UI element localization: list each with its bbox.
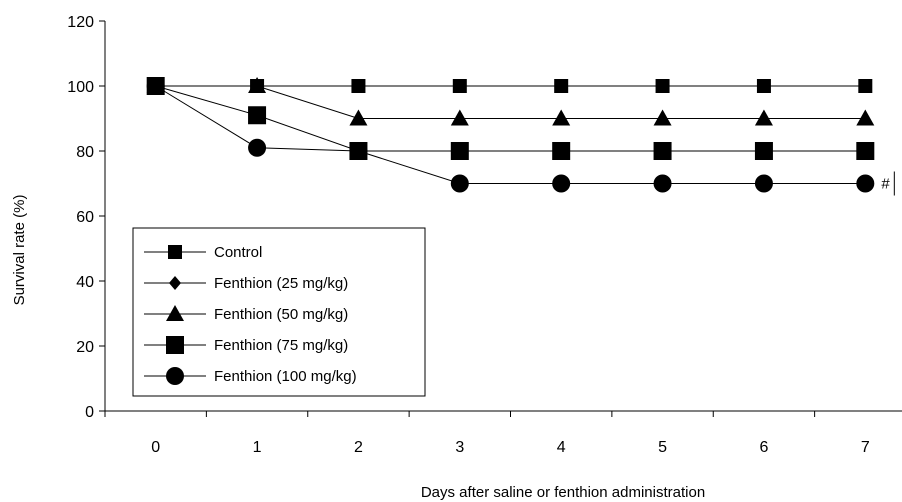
data-point xyxy=(552,142,571,160)
x-tick-label: 5 xyxy=(658,439,667,456)
legend-item: Fenthion (25 mg/kg) xyxy=(144,275,348,292)
legend-item: Fenthion (50 mg/kg) xyxy=(144,305,348,323)
series-line xyxy=(155,85,866,119)
data-point xyxy=(552,174,571,193)
data-point xyxy=(653,142,672,160)
data-point xyxy=(653,109,672,126)
y-tick-label: 40 xyxy=(76,274,94,291)
data-point xyxy=(856,142,875,160)
legend-label: Fenthion (25 mg/kg) xyxy=(214,275,348,292)
significance-mark: # xyxy=(881,176,890,193)
y-axis-title: Survival rate (%) xyxy=(11,195,28,306)
series-5 xyxy=(146,77,875,193)
x-tick-label: 3 xyxy=(455,439,464,456)
legend-label: Fenthion (100 mg/kg) xyxy=(214,368,357,385)
legend: Control Fenthion (25 mg/kg) Fenthion (50 m… xyxy=(132,227,426,397)
x-tick-label: 6 xyxy=(759,439,768,456)
data-point xyxy=(656,79,669,93)
data-point xyxy=(754,142,773,160)
legend-label: Control xyxy=(214,244,262,261)
legend-marker xyxy=(166,336,184,354)
data-point xyxy=(450,109,469,126)
data-point xyxy=(349,142,368,160)
y-tick-label: 60 xyxy=(76,209,94,226)
data-point xyxy=(352,79,365,93)
legend-label: Fenthion (75 mg/kg) xyxy=(214,337,348,354)
x-tick-label: 4 xyxy=(557,439,566,456)
legend-item: Fenthion (100 mg/kg) xyxy=(144,367,357,385)
annotation-layer: # xyxy=(881,171,895,196)
data-point xyxy=(453,79,466,93)
data-point xyxy=(754,109,773,126)
data-point xyxy=(450,174,469,193)
y-tick-label: 20 xyxy=(76,339,94,356)
axes: 0 20 40 60 80 100 120 0 1 2 3 4 5 6 7 xyxy=(67,14,902,456)
data-point xyxy=(248,138,267,157)
x-tick-label: 2 xyxy=(354,439,363,456)
legend-item: Control xyxy=(144,244,262,261)
y-tick-label: 80 xyxy=(76,144,94,161)
data-point xyxy=(856,109,875,126)
data-point xyxy=(248,106,267,125)
data-point xyxy=(757,79,770,93)
series-line xyxy=(155,85,866,152)
y-tick-label: 0 xyxy=(85,404,94,421)
y-tick-label: 100 xyxy=(67,79,94,96)
x-tick-label: 0 xyxy=(151,439,160,456)
data-point xyxy=(653,174,672,193)
data-point xyxy=(859,79,872,93)
data-point xyxy=(555,79,568,93)
legend-label: Fenthion (50 mg/kg) xyxy=(214,306,348,323)
data-point xyxy=(552,109,571,126)
x-axis-title: Days after saline or fenthion administra… xyxy=(421,484,705,501)
legend-marker xyxy=(169,276,181,290)
data-point xyxy=(450,142,469,160)
data-point xyxy=(856,174,875,193)
data-point xyxy=(248,77,267,93)
x-tick-label: 7 xyxy=(861,439,870,456)
y-tick-label: 120 xyxy=(67,14,94,31)
legend-marker xyxy=(166,367,184,385)
legend-item: Fenthion (75 mg/kg) xyxy=(144,336,348,354)
data-point xyxy=(146,77,165,95)
series-line xyxy=(155,85,866,184)
data-point xyxy=(754,174,773,193)
x-tick-label: 1 xyxy=(253,439,262,456)
legend-marker xyxy=(166,305,184,321)
legend-marker xyxy=(168,245,182,259)
series-layer xyxy=(146,77,875,193)
data-point xyxy=(349,109,368,126)
